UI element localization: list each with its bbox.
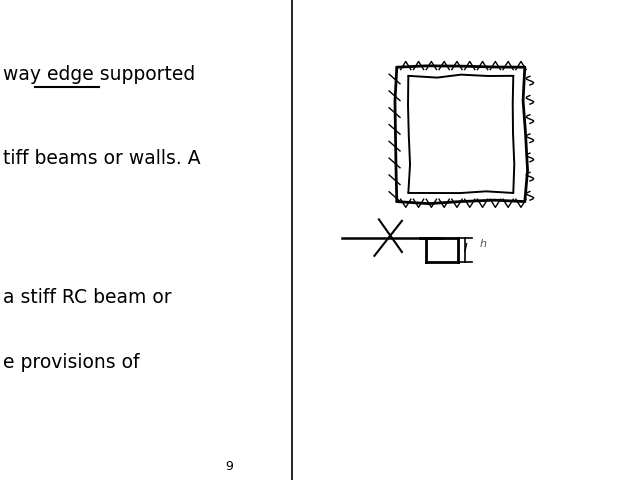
Text: e provisions of: e provisions of — [3, 353, 140, 372]
Text: tiff beams or walls. A: tiff beams or walls. A — [3, 149, 201, 168]
Text: I: I — [463, 241, 467, 255]
Text: 9: 9 — [225, 460, 233, 473]
Text: way edge supported: way edge supported — [3, 65, 195, 84]
Text: h: h — [480, 239, 486, 249]
Text: a stiff RC beam or: a stiff RC beam or — [3, 288, 172, 307]
